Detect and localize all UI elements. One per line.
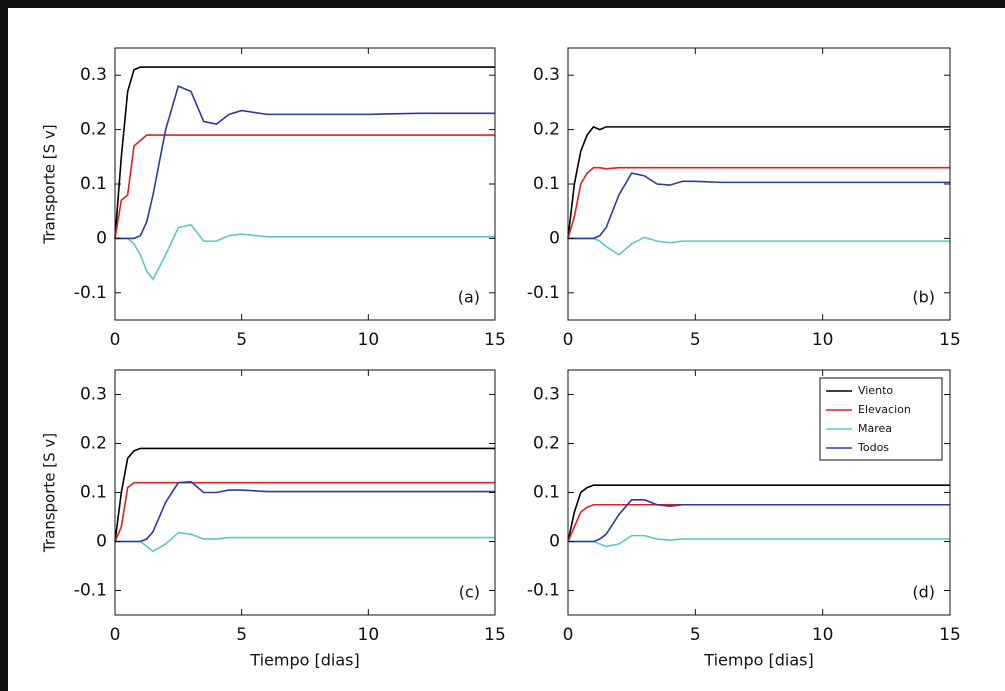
legend-label: Todos xyxy=(857,441,889,454)
y-tick-label: 0.1 xyxy=(80,483,107,503)
y-axis-label: Transporte [S v] xyxy=(41,433,59,553)
series-line xyxy=(567,125,950,239)
y-tick-label: 0 xyxy=(96,532,107,552)
legend-label: Viento xyxy=(858,384,893,397)
y-tick-label: 0.2 xyxy=(80,120,107,140)
x-tick-label: 10 xyxy=(812,330,834,350)
plot-area xyxy=(115,48,495,320)
panel-label: (b) xyxy=(912,288,935,307)
y-tick-label: 0.3 xyxy=(533,385,560,405)
series-line xyxy=(114,481,495,542)
x-tick-label: 15 xyxy=(939,330,961,350)
y-tick-label: 0.2 xyxy=(80,434,107,454)
series-line xyxy=(114,447,495,542)
panel-label: (a) xyxy=(458,288,480,307)
x-tick-label: 15 xyxy=(939,625,961,645)
plot-area xyxy=(115,370,495,615)
x-tick-label: 5 xyxy=(236,330,247,350)
x-tick-label: 10 xyxy=(812,625,834,645)
series-line xyxy=(114,134,495,239)
series-line xyxy=(114,66,495,239)
frame-left xyxy=(0,0,8,691)
y-tick-label: 0 xyxy=(96,228,107,248)
x-axis-label: Tiempo [dias] xyxy=(703,651,813,670)
series-line xyxy=(115,480,495,543)
frame-top xyxy=(0,0,1005,8)
x-tick-label: 0 xyxy=(110,330,121,350)
x-tick-label: 5 xyxy=(690,330,701,350)
x-axis-label: Tiempo [dias] xyxy=(249,651,359,670)
y-tick-label: 0.3 xyxy=(80,385,107,405)
x-tick-label: 0 xyxy=(563,625,574,645)
panel-label: (c) xyxy=(459,583,480,602)
x-tick-label: 10 xyxy=(358,625,380,645)
y-tick-label: 0.1 xyxy=(533,174,560,194)
legend-label: Marea xyxy=(858,422,892,435)
panel-label: (d) xyxy=(912,583,935,602)
series-line xyxy=(567,484,950,542)
y-tick-label: 0.1 xyxy=(80,174,107,194)
legend-label: Elevacion xyxy=(858,403,911,416)
x-tick-label: 5 xyxy=(236,625,247,645)
y-tick-label: 0.3 xyxy=(80,65,107,85)
x-tick-label: 15 xyxy=(484,625,506,645)
y-tick-label: 0.1 xyxy=(533,483,560,503)
x-tick-label: 0 xyxy=(110,625,121,645)
y-axis-label: Transporte [S v] xyxy=(41,124,59,244)
y-tick-label: 0.2 xyxy=(533,120,560,140)
y-tick-label: 0 xyxy=(549,532,560,552)
y-tick-label: -0.1 xyxy=(527,581,560,601)
y-tick-label: -0.1 xyxy=(74,283,107,303)
plot-area xyxy=(568,48,950,320)
x-tick-label: 0 xyxy=(563,330,574,350)
x-tick-label: 10 xyxy=(358,330,380,350)
y-tick-label: 0.2 xyxy=(533,434,560,454)
series-line xyxy=(115,223,495,281)
y-tick-label: 0 xyxy=(549,228,560,248)
series-line xyxy=(115,84,495,240)
series-line xyxy=(568,172,950,240)
y-tick-label: 0.3 xyxy=(533,65,560,85)
y-tick-label: -0.1 xyxy=(527,283,560,303)
x-tick-label: 5 xyxy=(690,625,701,645)
y-tick-label: -0.1 xyxy=(74,581,107,601)
series-line xyxy=(568,499,950,543)
x-tick-label: 15 xyxy=(484,330,506,350)
series-line xyxy=(567,166,950,239)
